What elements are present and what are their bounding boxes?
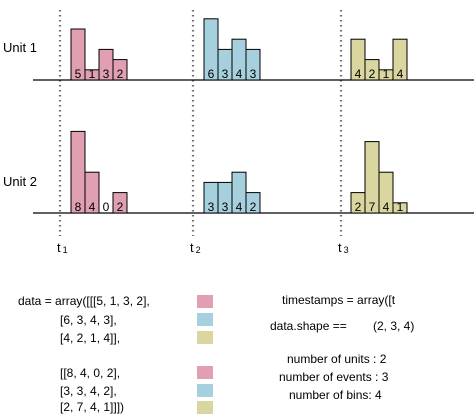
histogram-bar-labels: 5 1 3 2 6 3 4 3 4 2 1 48 4 0 2 3 3 4 2 2 7 4 1 (75, 67, 404, 214)
bar-label-u2-e2-b2: 3 (222, 200, 229, 214)
bar-label-u1-e2-b2: 3 (222, 67, 229, 81)
bar-u1-e2-b4 (245, 48, 261, 81)
bar-label-u1-e1-b2: 1 (89, 67, 96, 81)
code-line-2: [6, 3, 4, 3], (60, 313, 117, 327)
code-line-1: data = array([[[5, 1, 3, 2], (18, 294, 150, 308)
bar-label-u2-e1-b1: 8 (75, 200, 82, 214)
bar-u2-e2-b4 (245, 192, 261, 214)
bar-label-u2-e3-b3: 4 (383, 200, 390, 214)
bar-label-u1-e1-b4: 2 (117, 67, 124, 81)
bar-label-u1-e3-b2: 2 (369, 67, 376, 81)
bar-label-u1-e2-b4: 3 (250, 67, 257, 81)
bar-label-u2-e2-b3: 4 (236, 200, 243, 214)
swatch-unit2-event1 (197, 366, 213, 379)
histogram-bars (70, 18, 408, 214)
bar-label-u1-e1-b3: 3 (103, 67, 110, 81)
number-of-bins: number of bins: 4 (289, 388, 382, 402)
bar-label-u1-e3-b1: 4 (355, 67, 362, 81)
bar-label-u2-e2-b1: 3 (208, 200, 215, 214)
number-of-events: number of events : 3 (279, 370, 389, 384)
swatch-unit1-event2 (197, 313, 213, 326)
bar-label-u2-e1-b2: 4 (89, 200, 96, 214)
bar-label-u2-e1-b3: 0 (103, 200, 110, 214)
swatch-unit2-event3 (197, 401, 213, 414)
bar-label-u1-e2-b1: 6 (208, 67, 215, 81)
bar-label-u1-e2-b3: 4 (236, 67, 243, 81)
code-line-6: [2, 7, 4, 1]]]) (60, 400, 125, 414)
bar-u2-e1-b2 (84, 171, 100, 214)
swatch-unit1-event3 (197, 331, 213, 344)
code-line-4: [[8, 4, 0, 2], (60, 366, 121, 380)
bar-u1-e1-b1 (70, 28, 86, 81)
bar-label-u2-e3-b2: 7 (369, 200, 376, 214)
swatch-unit1-event1 (197, 295, 213, 308)
bar-label-u2-e3-b1: 2 (355, 200, 362, 214)
swatch-unit2-event2 (197, 384, 213, 397)
code-line-5: [3, 3, 4, 2], (60, 384, 117, 398)
unit-1-label: Unit 1 (3, 40, 37, 55)
bar-u1-e3-b4 (392, 38, 408, 81)
bar-u2-e1-b4 (112, 192, 128, 214)
number-of-units: number of units : 2 (287, 352, 387, 366)
bar-label-u1-e3-b4: 4 (397, 67, 404, 81)
bar-label-u2-e1-b4: 2 (117, 200, 124, 214)
bar-label-u2-e2-b4: 2 (250, 200, 257, 214)
code-line-3: [4, 2, 1, 4]], (60, 331, 121, 345)
bar-label-u1-e3-b3: 1 (383, 67, 390, 81)
shape-code: data.shape == (270, 319, 347, 333)
shape-value: (2, 3, 4) (373, 319, 415, 333)
bar-label-u1-e1-b1: 5 (75, 67, 82, 81)
bar-u2-e3-b4 (392, 202, 408, 214)
bar-label-u2-e3-b4: 1 (397, 200, 404, 214)
bar-u2-e3-b3 (378, 171, 394, 214)
timestamps-code: timestamps = array([t (282, 293, 396, 307)
unit-2-label: Unit 2 (3, 174, 37, 189)
bar-u1-e1-b4 (112, 59, 128, 81)
